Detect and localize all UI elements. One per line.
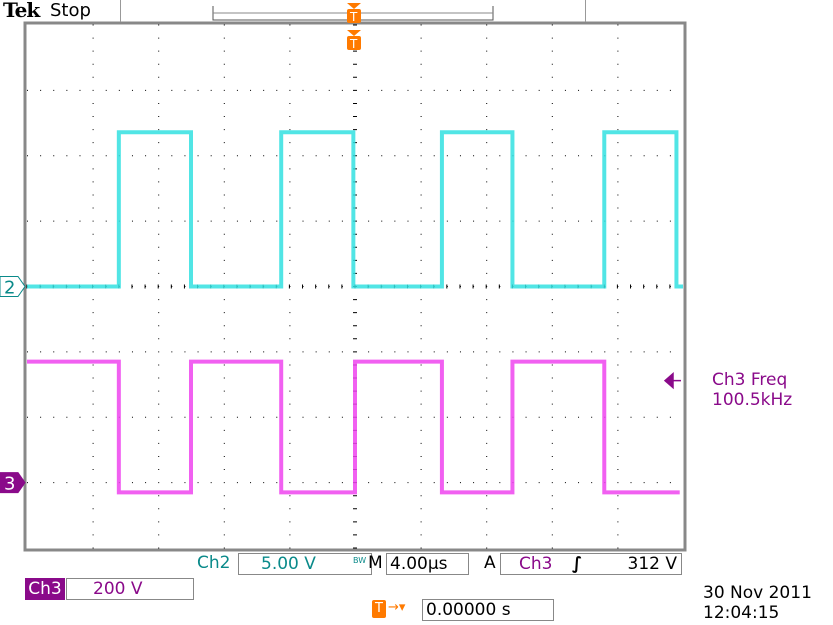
rising-edge-icon: ∫ [571, 554, 583, 574]
trigger-level-marker-icon [663, 371, 681, 390]
arrow-right-icon: →▾ [388, 600, 406, 615]
trigger-source: Ch3 [519, 554, 553, 574]
trace-ch2 [27, 130, 683, 289]
timebase-mode: M [368, 553, 383, 573]
divider [585, 0, 586, 22]
measurement-readout: Ch3 Freq 100.5kHz [712, 370, 792, 410]
ch3-label[interactable]: Ch3 [25, 578, 65, 600]
marker-label: 2 [4, 278, 15, 299]
measurement-label: Ch3 Freq [712, 370, 788, 390]
marker-label: 3 [4, 474, 15, 495]
ch3-ground-marker: 3 [0, 472, 26, 495]
ch2-label[interactable]: Ch2 [197, 553, 231, 573]
ch3-scale[interactable]: 200 V [66, 578, 194, 600]
marker-shape [0, 472, 26, 494]
trigger-level: 312 V [627, 554, 677, 574]
trigger-marker-icon [347, 36, 361, 50]
acquisition-status: Stop [50, 0, 91, 21]
trigger-readout[interactable]: Ch3 ∫ 312 V [500, 553, 682, 575]
traces [27, 130, 683, 495]
date: 30 Nov 2011 [703, 583, 812, 603]
ch2-ground-marker: 2 [0, 276, 26, 299]
trigger-position-icon [347, 30, 361, 36]
trigger-marker-icon [347, 9, 361, 23]
measurement-value: 100.5kHz [712, 390, 793, 410]
ch2-scale[interactable]: 5.00 V [238, 553, 372, 575]
trigger-mode: A [484, 553, 496, 573]
brand-logo: Tek [3, 0, 40, 22]
marker-shape [0, 276, 26, 297]
divider [120, 0, 121, 22]
bandwidth-limit-icon: BW [353, 556, 367, 565]
trace-ch3 [27, 359, 680, 495]
trigger-position[interactable]: 0.00000 s [422, 599, 554, 621]
trigger-marker-icon: T [372, 600, 386, 618]
trigger-position-icon [347, 3, 361, 9]
trigger-marker-label: T [349, 10, 358, 24]
time: 12:04:15 [703, 603, 780, 623]
datetime: 30 Nov 2011 12:04:15 [703, 583, 812, 623]
timebase-scale[interactable]: 4.00µs [386, 553, 469, 575]
trigger-marker-label: T [349, 37, 358, 51]
